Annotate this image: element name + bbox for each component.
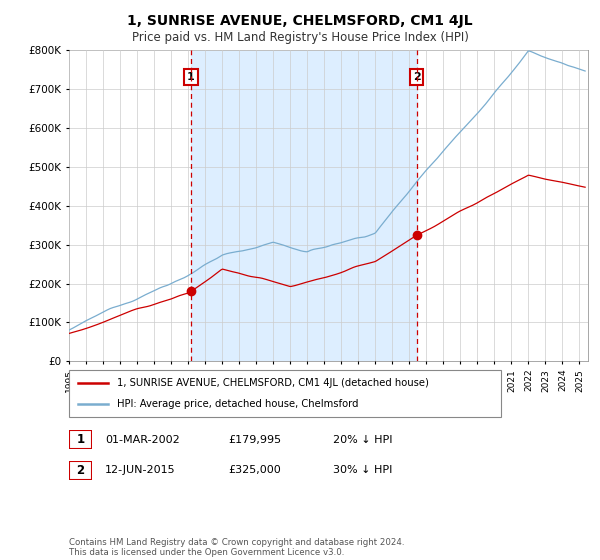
Text: £179,995: £179,995 [228,435,281,445]
Text: 12-JUN-2015: 12-JUN-2015 [105,465,176,475]
Text: Price paid vs. HM Land Registry's House Price Index (HPI): Price paid vs. HM Land Registry's House … [131,31,469,44]
FancyBboxPatch shape [69,370,501,417]
Text: 2: 2 [413,72,421,82]
FancyBboxPatch shape [69,461,92,480]
Text: 1, SUNRISE AVENUE, CHELMSFORD, CM1 4JL: 1, SUNRISE AVENUE, CHELMSFORD, CM1 4JL [127,14,473,28]
Bar [191,50,417,361]
Text: Contains HM Land Registry data © Crown copyright and database right 2024.
This d: Contains HM Land Registry data © Crown c… [69,538,404,557]
Text: 1, SUNRISE AVENUE, CHELMSFORD, CM1 4JL (detached house): 1, SUNRISE AVENUE, CHELMSFORD, CM1 4JL (… [116,378,428,388]
Text: 01-MAR-2002: 01-MAR-2002 [105,435,180,445]
Text: 20% ↓ HPI: 20% ↓ HPI [333,435,392,445]
Text: HPI: Average price, detached house, Chelmsford: HPI: Average price, detached house, Chel… [116,399,358,409]
Text: 30% ↓ HPI: 30% ↓ HPI [333,465,392,475]
Text: 2: 2 [76,464,85,477]
Text: 1: 1 [187,72,195,82]
FancyBboxPatch shape [69,430,92,449]
Text: £325,000: £325,000 [228,465,281,475]
Text: 1: 1 [76,433,85,446]
